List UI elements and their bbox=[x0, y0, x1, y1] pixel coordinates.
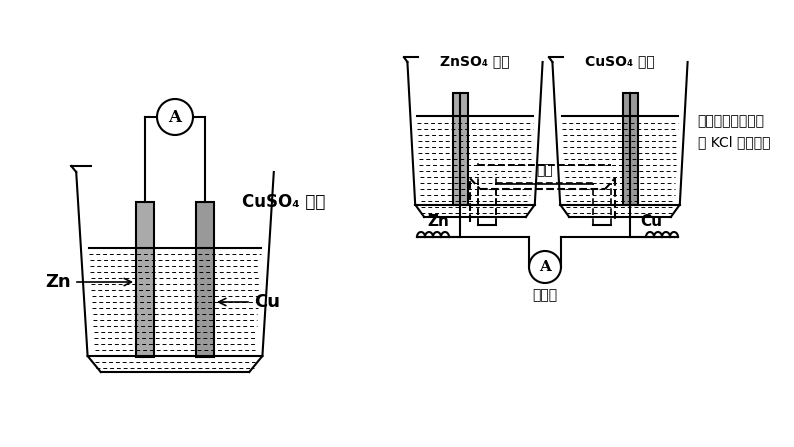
Text: CuSO₄ 溶液: CuSO₄ 溶液 bbox=[585, 54, 655, 68]
Polygon shape bbox=[453, 93, 468, 205]
Text: 电流表: 电流表 bbox=[533, 288, 557, 302]
Text: ZnSO₄ 溶液: ZnSO₄ 溶液 bbox=[440, 54, 510, 68]
Text: 盐桥: 盐桥 bbox=[536, 164, 553, 177]
Polygon shape bbox=[196, 202, 214, 357]
Text: 盐桥：装有含琼胶
的 KCl 饱和溶液: 盐桥：装有含琼胶 的 KCl 饱和溶液 bbox=[698, 114, 770, 149]
Polygon shape bbox=[622, 93, 638, 205]
Text: Cu: Cu bbox=[641, 214, 662, 229]
Text: Zn: Zn bbox=[45, 273, 131, 291]
Text: A: A bbox=[539, 260, 551, 274]
Text: A: A bbox=[168, 109, 182, 126]
Text: Zn: Zn bbox=[428, 214, 449, 229]
Text: CuSO₄ 溶液: CuSO₄ 溶液 bbox=[241, 193, 325, 211]
Polygon shape bbox=[136, 202, 154, 357]
Text: Cu: Cu bbox=[218, 293, 279, 311]
